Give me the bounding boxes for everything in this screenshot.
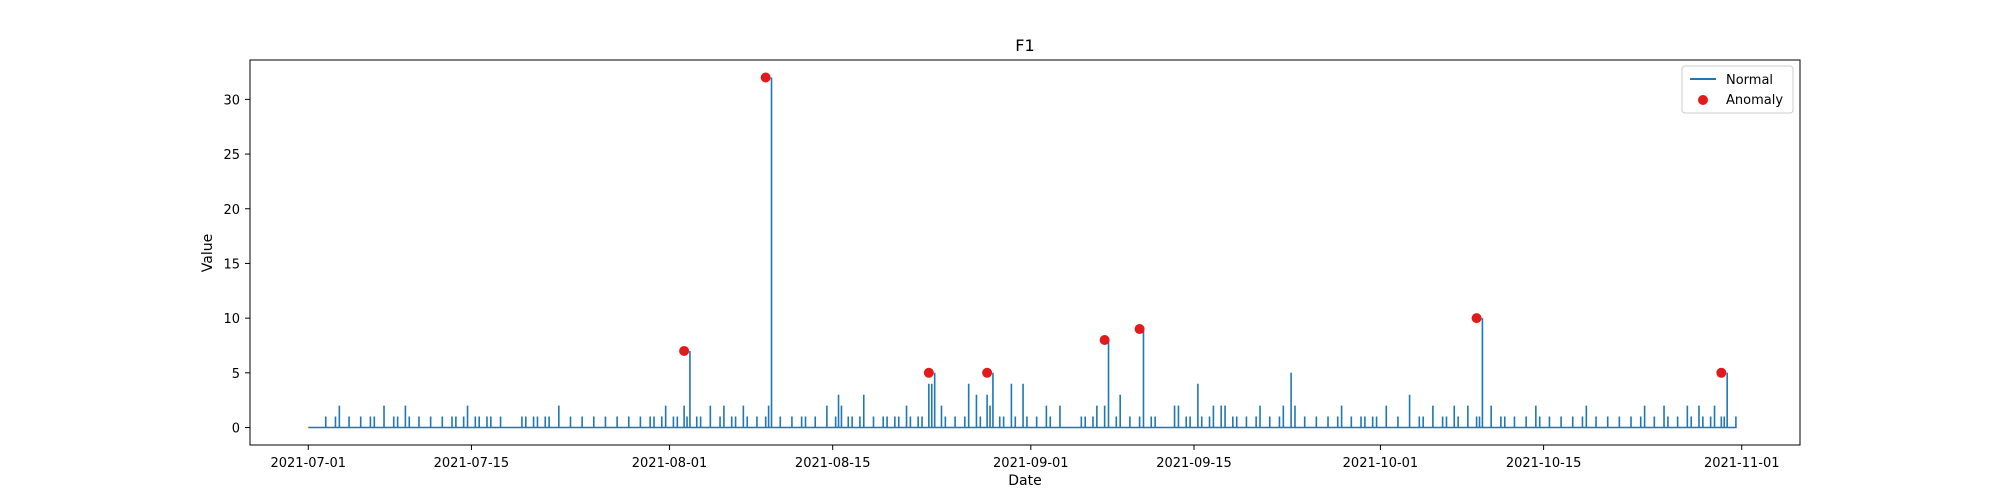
x-tick-label: 2021-08-01 (632, 456, 708, 471)
x-tick-label: 2021-09-15 (1156, 456, 1232, 471)
y-tick-label: 25 (223, 148, 240, 163)
x-tick-label: 2021-07-01 (270, 456, 346, 471)
anomaly-layer (679, 72, 1727, 378)
y-tick-label: 5 (232, 367, 240, 382)
anomaly-point (1134, 324, 1145, 335)
series-normal-line (308, 77, 1737, 429)
y-tick-label: 30 (223, 93, 240, 108)
y-tick-label: 10 (223, 312, 240, 327)
legend-normal-label: Normal (1726, 73, 1773, 88)
x-tick-label: 2021-10-01 (1343, 456, 1419, 471)
y-tick-label: 20 (223, 203, 240, 218)
anomaly-point (760, 72, 771, 83)
x-tick-label: 2021-11-01 (1704, 456, 1780, 471)
y-axis: 0 5 10 15 20 25 30 (223, 93, 250, 437)
plot-frame (249, 59, 1801, 446)
chart-title: F1 (1015, 36, 1034, 55)
y-axis-label: Value (200, 234, 216, 272)
legend-anomaly-label: Anomaly (1726, 93, 1783, 108)
anomaly-point (982, 367, 993, 378)
series-layer (308, 77, 1737, 429)
anomaly-point (679, 345, 690, 356)
anomaly-point (1471, 313, 1482, 324)
legend: Normal Anomaly (1681, 65, 1794, 114)
x-tick-label: 2021-10-15 (1506, 456, 1582, 471)
y-tick-label: 15 (223, 257, 240, 272)
legend-box (1681, 65, 1794, 114)
x-axis-label: Date (1008, 473, 1041, 489)
x-tick-label: 2021-07-15 (434, 456, 510, 471)
plot-area (249, 59, 1801, 446)
y-tick-label: 0 (232, 422, 240, 437)
legend-anomaly-swatch (1698, 95, 1708, 105)
x-tick-label: 2021-08-15 (795, 456, 871, 471)
x-axis: 2021-07-01 2021-07-15 2021-08-01 2021-08-15… (270, 445, 1780, 471)
anomaly-point (1099, 335, 1110, 345)
x-tick-label: 2021-09-01 (993, 456, 1069, 471)
anomaly-point (923, 367, 934, 378)
anomaly-point (1716, 367, 1727, 378)
